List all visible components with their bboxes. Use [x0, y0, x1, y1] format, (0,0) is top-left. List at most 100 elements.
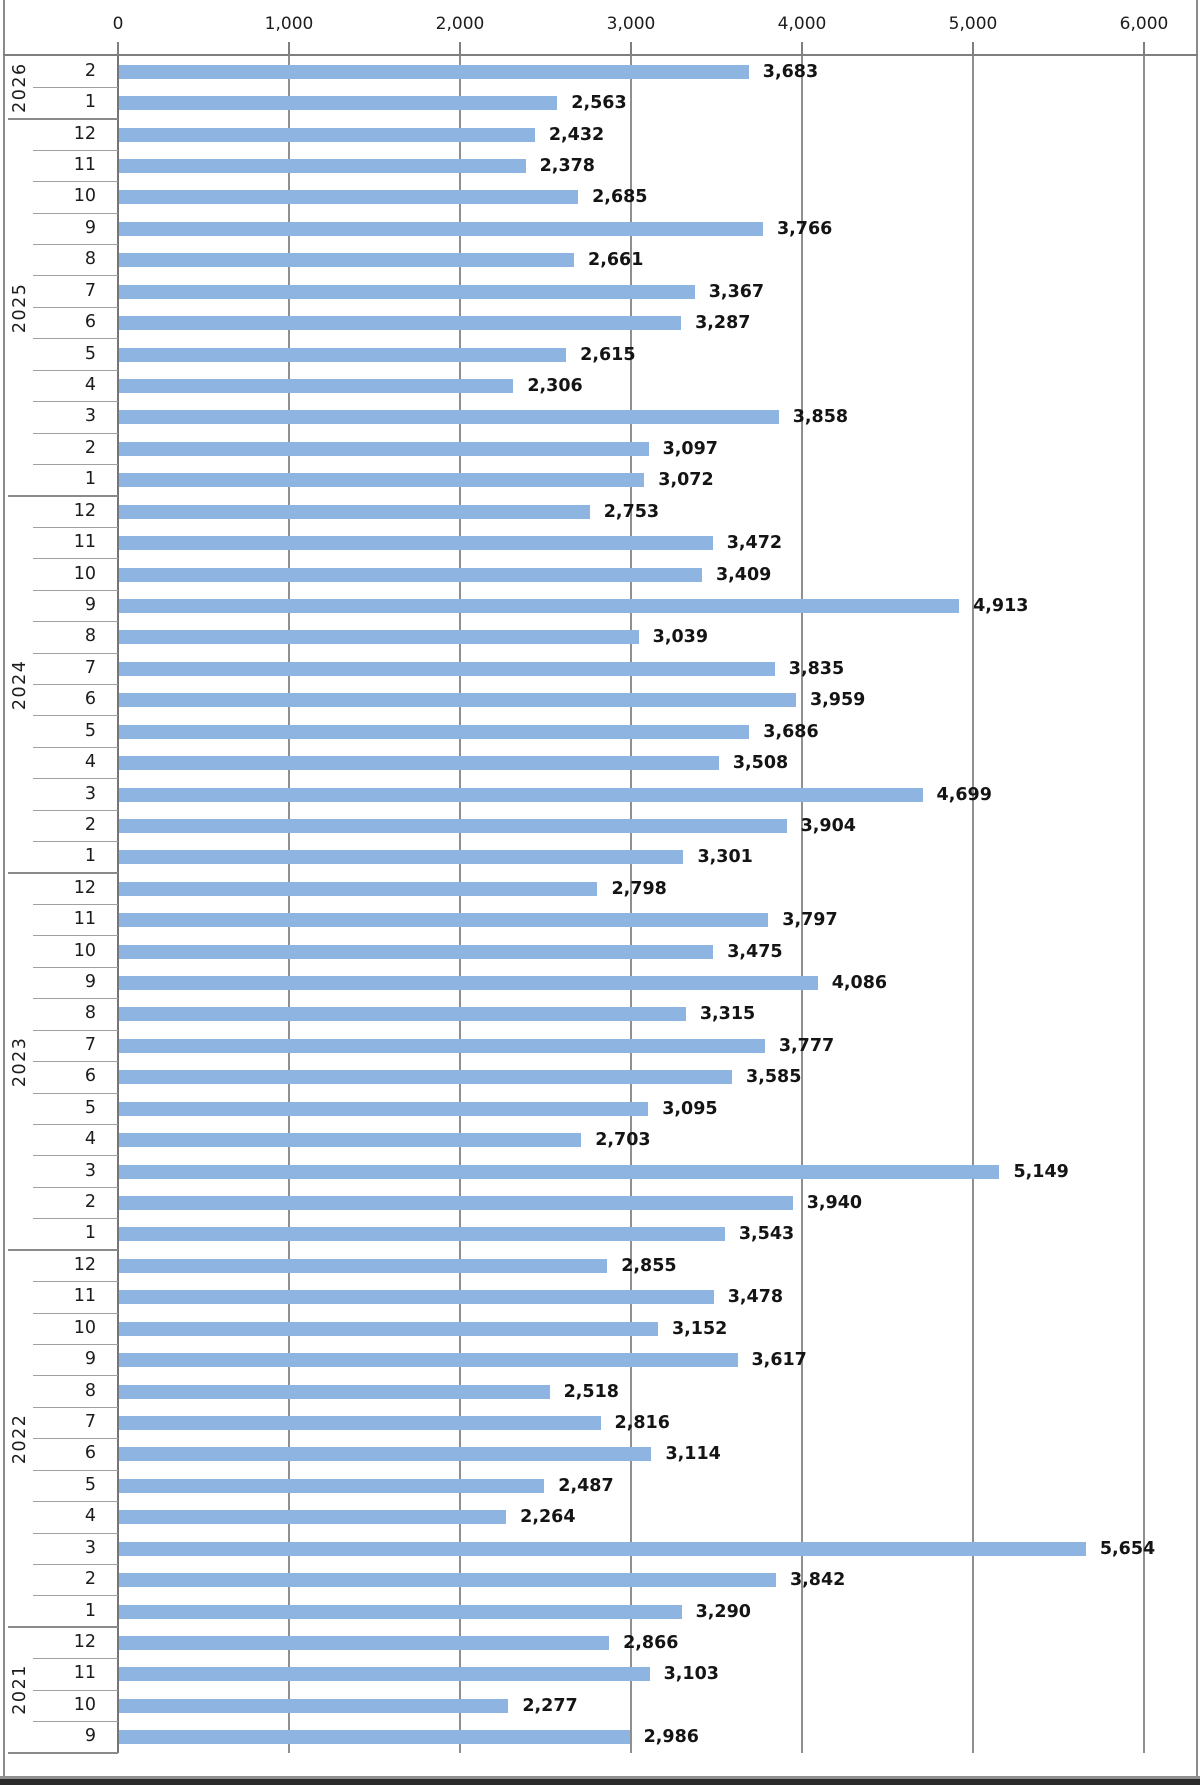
vertical-gridline — [630, 56, 632, 1753]
year-axis-label: 2021 — [10, 1664, 30, 1716]
data-value-label: 3,367 — [708, 281, 765, 302]
year-axis-label: 2022 — [10, 1413, 30, 1464]
month-separator-line — [33, 1186, 118, 1188]
data-bar — [119, 410, 779, 425]
data-value-label: 3,095 — [662, 1098, 718, 1119]
data-value-label: 3,290 — [695, 1601, 751, 1622]
data-value-label: 5,654 — [1099, 1538, 1156, 1559]
data-bar — [119, 756, 719, 771]
month-axis-label: 2 — [84, 60, 96, 81]
month-axis-label: 10 — [73, 186, 96, 207]
data-value-label: 2,798 — [611, 878, 667, 899]
data-bar — [119, 1321, 658, 1336]
month-axis-label: 5 — [84, 1097, 96, 1118]
data-bar — [119, 1258, 608, 1273]
month-axis-label: 11 — [73, 1286, 96, 1307]
month-axis-label: 1 — [84, 92, 96, 113]
month-axis-label: 4 — [84, 374, 96, 395]
month-separator-line — [33, 935, 118, 937]
month-separator-line — [33, 966, 118, 968]
month-separator-line — [33, 401, 118, 403]
window-bottom-edge — [0, 1779, 1200, 1785]
month-separator-line — [33, 1532, 118, 1534]
month-axis-label: 8 — [84, 1003, 96, 1024]
data-value-label: 3,114 — [665, 1444, 721, 1465]
x-axis-tick-label: 6,000 — [1119, 14, 1169, 34]
year-separator-line — [8, 1626, 118, 1629]
data-value-label: 3,959 — [809, 690, 866, 711]
data-value-label: 3,766 — [776, 218, 833, 239]
x-axis-tick-mark — [288, 42, 290, 54]
data-bar — [119, 787, 923, 802]
data-bar — [119, 1196, 793, 1211]
data-value-label: 2,306 — [527, 375, 583, 396]
data-value-label: 5,149 — [1013, 1161, 1069, 1182]
data-value-label: 3,686 — [763, 721, 819, 742]
year-separator-line — [8, 1752, 118, 1754]
data-value-label: 2,432 — [548, 124, 605, 145]
month-separator-line — [33, 1658, 118, 1660]
month-axis-label: 9 — [84, 594, 96, 615]
data-value-label: 3,904 — [800, 815, 856, 836]
data-value-label: 3,683 — [762, 61, 819, 82]
data-value-label: 4,913 — [973, 595, 1029, 616]
x-axis-tick-label: 5,000 — [948, 14, 998, 34]
month-axis-label: 4 — [84, 1129, 96, 1150]
month-axis-label: 9 — [84, 1726, 96, 1747]
data-bar — [119, 1164, 1000, 1179]
month-separator-line — [33, 1218, 118, 1220]
data-value-label: 3,097 — [662, 438, 718, 459]
data-bar — [119, 1384, 550, 1399]
month-axis-label: 2 — [84, 1192, 96, 1213]
month-separator-line — [33, 432, 118, 434]
month-separator-line — [33, 244, 118, 246]
data-value-label: 2,264 — [520, 1507, 576, 1528]
data-bar — [119, 347, 567, 362]
data-value-label: 2,487 — [558, 1475, 614, 1496]
month-separator-line — [33, 1721, 118, 1723]
month-separator-line — [33, 652, 118, 654]
data-bar — [119, 598, 960, 613]
month-axis-label: 5 — [84, 1474, 96, 1495]
month-axis-label: 3 — [84, 1537, 96, 1558]
month-axis-label: 7 — [84, 657, 96, 678]
month-axis-label: 6 — [84, 1443, 96, 1464]
data-bar — [119, 190, 579, 205]
data-value-label: 2,378 — [539, 155, 595, 176]
data-bar — [119, 630, 639, 645]
data-bar — [119, 1730, 630, 1745]
data-value-label: 2,866 — [623, 1633, 679, 1653]
data-bar — [119, 127, 535, 142]
x-axis-tick-mark — [801, 42, 803, 54]
month-axis-label: 11 — [73, 154, 96, 175]
month-separator-line — [33, 369, 118, 371]
data-bar — [119, 221, 763, 236]
data-bar — [119, 1070, 733, 1085]
x-axis-tick-mark — [1143, 42, 1145, 54]
data-bar — [119, 1698, 509, 1713]
month-axis-label: 3 — [84, 406, 96, 427]
month-axis-label: 10 — [73, 1317, 96, 1338]
data-value-label: 2,986 — [643, 1727, 699, 1748]
value-axis-zero-line — [117, 56, 119, 1753]
month-axis-label: 7 — [84, 1412, 96, 1433]
data-value-label: 3,585 — [746, 1067, 802, 1088]
month-separator-line — [33, 212, 118, 214]
data-value-label: 3,842 — [789, 1570, 846, 1591]
month-separator-line — [33, 684, 118, 686]
data-bar — [119, 1604, 682, 1619]
x-axis-tick-label: 4,000 — [777, 14, 827, 34]
month-separator-line — [33, 904, 118, 905]
month-separator-line — [33, 1123, 118, 1125]
month-axis-label: 11 — [73, 909, 96, 930]
data-value-label: 3,152 — [671, 1318, 728, 1339]
vertical-gridline — [288, 56, 290, 1753]
month-separator-line — [33, 1563, 118, 1565]
data-bar — [119, 1636, 610, 1650]
month-separator-line — [33, 621, 118, 623]
month-separator-line — [33, 998, 118, 1000]
data-bar — [119, 1101, 649, 1116]
chart-right-border — [1196, 0, 1198, 1776]
month-axis-label: 9 — [84, 1349, 96, 1370]
